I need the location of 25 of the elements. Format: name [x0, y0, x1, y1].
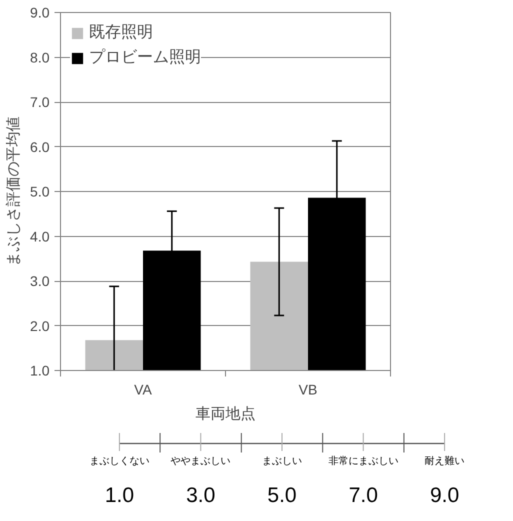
text: 9.0 — [430, 484, 460, 507]
legend-label: 既存照明 — [89, 23, 153, 43]
text: 5.0 — [267, 484, 297, 507]
text: まぶしい — [262, 456, 302, 467]
x-tick-label: VA — [134, 382, 152, 398]
y-tick-label: 4.0 — [30, 228, 50, 244]
y-tick-label: 6.0 — [30, 138, 50, 155]
y-tick-label: 5.0 — [30, 184, 50, 200]
x-tick-label: VB — [298, 382, 318, 398]
y-axis-title: まぶしさ評価の平均値 — [5, 116, 22, 266]
y-tick-label: 3.0 — [30, 273, 50, 289]
text: 1.0 — [104, 484, 134, 507]
text: 7.0 — [348, 484, 378, 507]
text: まぶしくない — [89, 456, 150, 467]
y-tick-label: 9.0 — [30, 4, 50, 20]
y-tick-label: 8.0 — [30, 49, 50, 66]
y-tick-label: 2.0 — [30, 318, 50, 334]
text: ややまぶしい — [170, 456, 231, 467]
text: 非常にまぶしい — [328, 455, 398, 467]
y-tick-label: 1.0 — [30, 362, 50, 378]
y-tick-label: 7.0 — [30, 94, 50, 110]
text: 3.0 — [186, 484, 216, 507]
text: 耐え難い — [424, 455, 465, 467]
x-axis-title: 車両地点 — [196, 406, 256, 422]
legend-label: プロビーム照明 — [89, 48, 201, 68]
